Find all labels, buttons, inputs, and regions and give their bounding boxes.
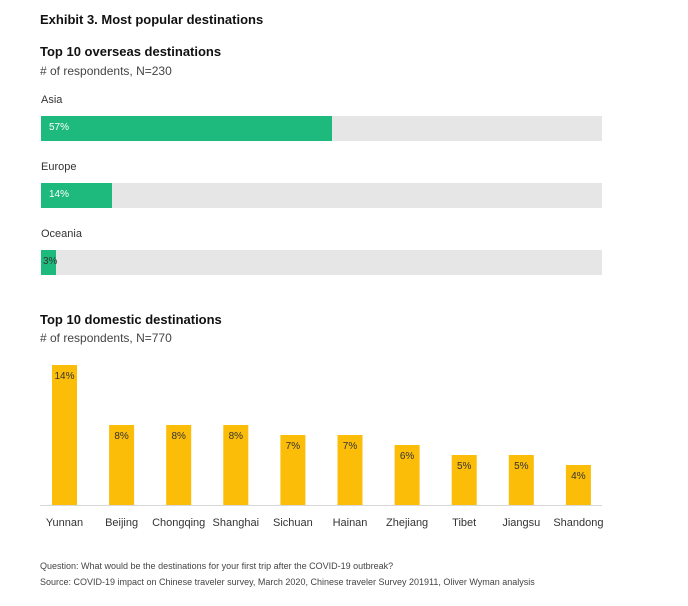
overseas-chart-title: Top 10 overseas destinations <box>40 44 222 59</box>
domestic-bar <box>451 455 477 505</box>
overseas-bar <box>41 116 332 141</box>
domestic-chart-title: Top 10 domestic destinations <box>40 312 222 327</box>
domestic-value-label: 5% <box>457 461 472 472</box>
domestic-value-label: 8% <box>229 431 244 442</box>
overseas-bar <box>41 250 56 275</box>
domestic-value-label: 8% <box>114 431 129 442</box>
domestic-bar <box>508 455 534 505</box>
overseas-category-label: Europe <box>41 161 77 173</box>
domestic-category-label: Tibet <box>452 517 476 529</box>
overseas-bar-track: 3% <box>41 250 602 275</box>
overseas-bar-track: 14% <box>41 183 602 208</box>
source-footnote: Source: COVID-19 impact on Chinese trave… <box>40 577 535 587</box>
domestic-value-label: 7% <box>343 441 358 452</box>
domestic-bar-chart: 14% Yunnan 8% Beijing 8% Chongqing 8% Shanghai 7… <box>40 365 603 529</box>
domestic-value-label: 5% <box>514 461 529 472</box>
domestic-bar <box>280 435 306 505</box>
domestic-value-label: 4% <box>571 471 586 482</box>
exhibit-title: Exhibit 3. Most popular destinations <box>40 12 264 27</box>
domestic-category-label: Hainan <box>333 517 368 529</box>
domestic-category-label: Jiangsu <box>502 517 540 529</box>
overseas-category-label: Asia <box>41 94 63 106</box>
domestic-category-label: Zhejiang <box>386 517 428 529</box>
domestic-category-label: Sichuan <box>273 517 313 529</box>
domestic-category-label: Shanghai <box>213 517 260 529</box>
domestic-bar <box>52 365 77 505</box>
domestic-value-label: 14% <box>54 371 74 382</box>
domestic-bar <box>394 445 420 505</box>
domestic-category-label: Shandong <box>553 517 603 529</box>
overseas-bar <box>41 183 112 208</box>
domestic-value-label: 8% <box>171 431 186 442</box>
domestic-category-label: Chongqing <box>152 517 205 529</box>
domestic-bar <box>223 425 249 505</box>
overseas-chart-subtitle: # of respondents, N=230 <box>40 64 172 78</box>
domestic-bar <box>337 435 363 505</box>
domestic-chart-subtitle: # of respondents, N=770 <box>40 331 172 345</box>
overseas-value-label: 57% <box>49 122 70 133</box>
domestic-bar <box>565 465 591 505</box>
domestic-bar <box>109 425 135 505</box>
domestic-bar <box>166 425 192 505</box>
overseas-category-label: Oceania <box>41 228 82 240</box>
overseas-bar-track: 57% <box>41 116 602 141</box>
domestic-category-label: Yunnan <box>46 517 83 529</box>
domestic-value-label: 6% <box>400 451 415 462</box>
domestic-category-label: Beijing <box>105 517 138 529</box>
domestic-value-label: 7% <box>286 441 301 452</box>
overseas-value-label: 14% <box>49 189 70 200</box>
question-footnote: Question: What would be the destinations… <box>40 561 394 571</box>
overseas-value-label: 3% <box>43 256 58 267</box>
